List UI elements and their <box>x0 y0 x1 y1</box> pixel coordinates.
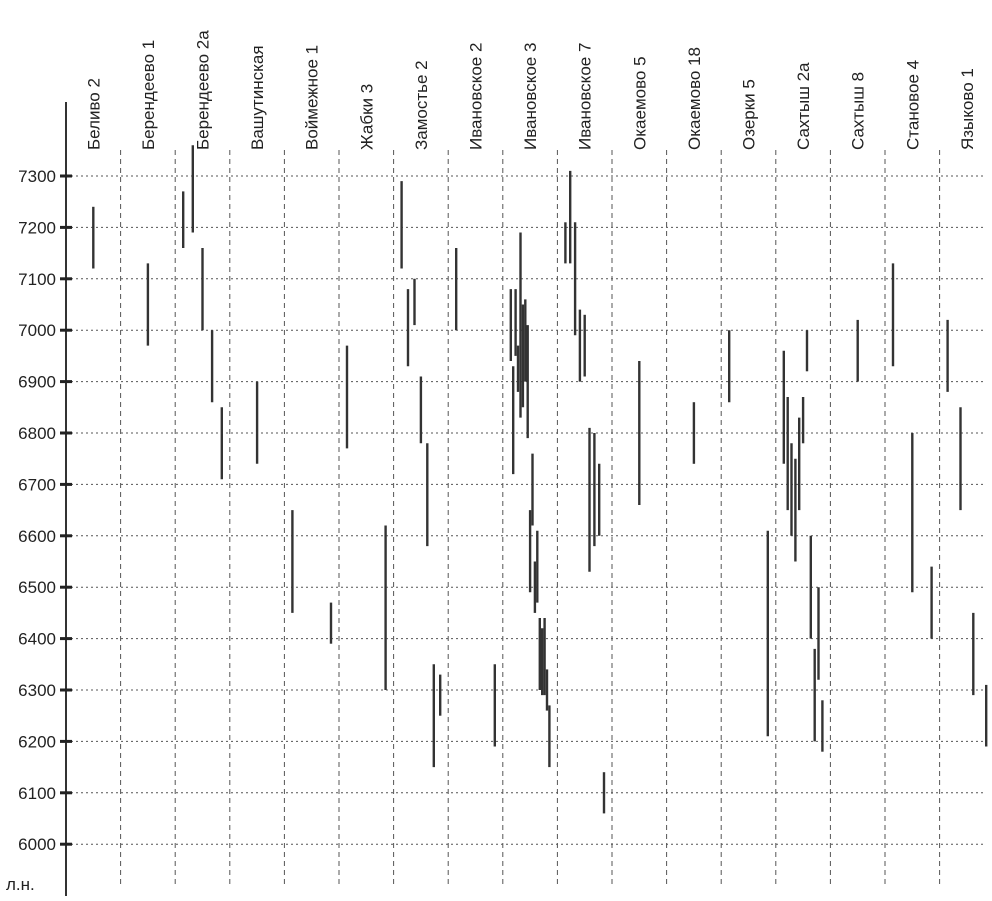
site-label: Берендеево 1 <box>139 40 158 150</box>
y-tick-label: 7100 <box>18 270 56 289</box>
site-label: Жабки 3 <box>357 84 376 150</box>
site-label: Сахтыш 2а <box>794 62 813 150</box>
y-tick-label: 6600 <box>18 527 56 546</box>
site-label: Окаемово 18 <box>685 47 704 150</box>
site-label: Замостье 2 <box>412 60 431 150</box>
site-labels: Беливо 2 Берендеево 1 Берендеево 2а Вашутин… <box>84 30 977 150</box>
y-axis: 7300 7200 7100 7000 6900 6800 6700 6600 6500 6400… <box>18 102 72 896</box>
site-label: Воймежное 1 <box>303 45 322 150</box>
site-label: Вашутинская <box>248 45 267 150</box>
site-label: Беливо 2 <box>84 78 103 150</box>
y-tick-label: 6800 <box>18 424 56 443</box>
site-label: Ивановское 2 <box>467 43 486 150</box>
y-tick-label: 6200 <box>18 732 56 751</box>
site-label: Языково 1 <box>958 68 977 150</box>
y-tick-label: 6400 <box>18 630 56 649</box>
site-label: Ивановское 7 <box>576 43 595 150</box>
y-tick-label: 6300 <box>18 681 56 700</box>
y-tick-label: 7200 <box>18 218 56 237</box>
site-label: Берендеево 2а <box>194 30 213 150</box>
site-label: Сахтыш 8 <box>849 72 868 150</box>
y-tick-label: 6500 <box>18 578 56 597</box>
y-tick-label: 6700 <box>18 475 56 494</box>
y-tick-label: 7000 <box>18 321 56 340</box>
site-label: Ивановское 3 <box>521 43 540 150</box>
y-tick-label: 7300 <box>18 167 56 186</box>
y-axis-unit-label: л.н. <box>6 875 35 894</box>
site-label: Становое 4 <box>903 60 922 150</box>
site-label: Окаемово 5 <box>630 56 649 150</box>
y-tick-label: 6100 <box>18 784 56 803</box>
date-ranges <box>92 145 988 814</box>
site-label: Озерки 5 <box>740 79 759 150</box>
y-tick-label: 6900 <box>18 373 56 392</box>
y-tick-label: 6000 <box>18 835 56 854</box>
